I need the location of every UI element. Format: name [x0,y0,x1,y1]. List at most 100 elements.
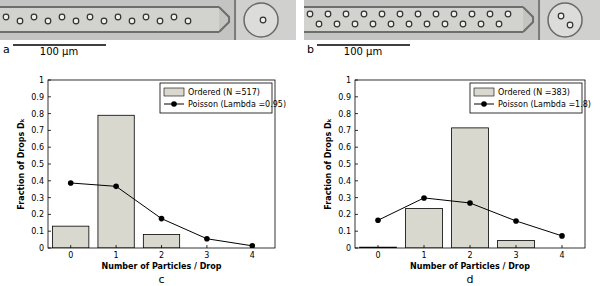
legend: Ordered (N =383) Poisson (Lambda =1.8) [470,83,591,113]
tick [355,130,358,131]
bead [487,11,493,17]
tick [48,113,51,114]
bead [388,21,394,27]
tick [562,245,563,248]
bead [558,13,564,19]
tick [355,113,358,114]
bead [567,22,573,28]
bead [307,11,313,17]
nozzle [219,7,229,32]
tick [161,245,162,248]
tick [48,130,51,131]
bead [59,14,65,20]
marker [421,195,427,201]
bar [498,240,535,248]
bead [171,14,177,20]
tick-label: 0.8 [31,110,44,119]
tick-label: 1 [346,76,351,85]
legend-label: Ordered (N =383) [498,88,570,97]
marker [559,233,565,239]
legend-label: Poisson (Lambda =0.95) [188,100,286,109]
bead [451,11,457,17]
legend-marker [171,101,177,107]
tick [355,147,358,148]
bead [478,21,484,27]
bead [260,17,266,23]
bead [157,18,163,24]
chart: 00.10.20.30.40.50.60.70.80.9101234Number… [324,76,591,286]
tick-label: 0 [39,244,44,253]
channel-wall [0,31,219,33]
tick-label: 0.3 [31,194,44,203]
tick-label: 0.1 [31,227,44,236]
plot-area [360,128,565,248]
line [378,198,562,236]
tick-label: 0.7 [31,126,44,135]
channel [0,7,219,32]
tick [48,197,51,198]
axis-label: Number of Particles / Drop [102,262,222,271]
scale-bar-label: 100 µm [40,46,78,57]
tick-label: 0.6 [338,143,351,152]
axis-label: Number of Particles / Drop [410,262,530,271]
tick-label: 4 [559,251,564,260]
tick-label: 0.9 [31,93,44,102]
chart: 00.10.20.30.40.50.60.70.80.9101234Number… [17,76,286,286]
tick-label: 0.5 [31,160,44,169]
outlet-wall [538,0,540,40]
tick-label: 0 [68,251,73,260]
outlet [235,0,296,40]
legend-swatch [164,88,184,96]
tick-label: 0 [346,244,351,253]
photo-background [304,0,600,40]
scale-bar-label: 100 µm [344,46,382,57]
panel-label: b [307,43,314,56]
tick [424,245,425,248]
tick-label: 0.2 [31,210,44,219]
bead [415,11,421,17]
bead [316,21,322,27]
marker [68,180,74,186]
tick [48,80,51,81]
micrograph [0,0,296,40]
bead [406,21,412,27]
marker [467,200,473,206]
bead [185,18,191,24]
axis-label: Fraction of Drops Dₖ [324,118,333,209]
tick [355,164,358,165]
tick [48,248,51,249]
bead [115,14,121,20]
legend-label: Poisson (Lambda =1.8) [498,100,591,109]
marker [513,218,519,224]
droplet [548,3,582,37]
tick [355,96,358,97]
panel-label: d [467,273,474,286]
bead [129,18,135,24]
marker [159,216,165,222]
tick-label: 0.9 [338,93,351,102]
tick-label: 4 [250,251,255,260]
bead [143,14,149,20]
legend-swatch [474,88,494,96]
bead [442,21,448,27]
tick [516,245,517,248]
panel-label: a [3,43,10,56]
bead [505,11,511,17]
channel-wall [0,6,219,8]
tick-label: 1 [39,76,44,85]
bead [352,21,358,27]
tick-label: 1 [421,251,426,260]
tick [48,231,51,232]
bead [433,11,439,17]
bead [469,11,475,17]
line [71,183,253,246]
nozzle [523,7,533,32]
tick [355,214,358,215]
bead [73,18,79,24]
channel-wall [304,6,523,8]
tick-label: 0.4 [31,177,44,186]
channel-wall [304,31,523,33]
tick [206,245,207,248]
photo-background [0,0,296,40]
droplet [244,3,278,37]
